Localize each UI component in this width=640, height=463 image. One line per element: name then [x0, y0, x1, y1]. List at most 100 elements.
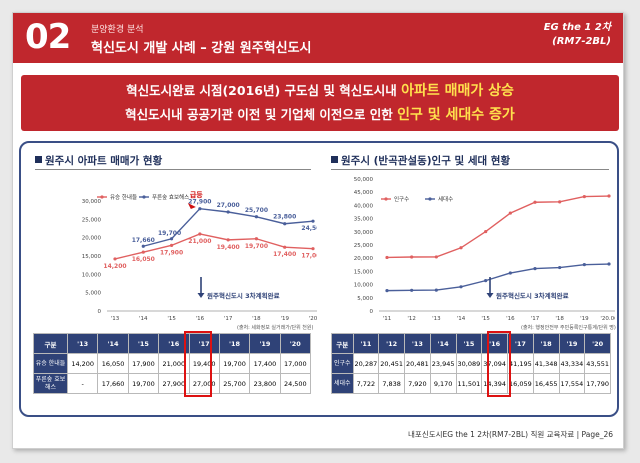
table-cell: 17,790	[584, 373, 611, 394]
section-title: 혁신도시 개발 사례 – 강원 원주혁신도시	[91, 41, 312, 56]
data-label: 16,050	[132, 256, 155, 263]
table-header-row: 구분 '11'12'13'14'15'16'17'18'19'20	[331, 333, 611, 354]
table-header-cell: '18	[532, 333, 560, 354]
y-tick-label: 35,000	[354, 217, 374, 223]
table-cell: 41,195	[507, 353, 534, 374]
table-cell: 43,334	[558, 353, 586, 374]
section-number: 02	[25, 17, 71, 57]
table-header-cell: '15	[455, 333, 483, 354]
table-cell: 20,287	[352, 353, 380, 374]
table-cell: 25,700	[218, 373, 251, 394]
data-label: 23,800	[273, 214, 296, 221]
data-point	[484, 279, 488, 283]
table-corner-cell: 구분	[33, 333, 68, 354]
series-line	[386, 195, 610, 259]
y-tick-label: 30,000	[82, 199, 102, 205]
left-section-title-text: 원주시 아파트 매매가 현황	[45, 155, 163, 167]
data-point	[311, 247, 315, 251]
y-tick-label: 20,000	[82, 236, 102, 242]
data-point	[558, 200, 562, 204]
table-cell: 41,348	[532, 353, 560, 374]
banner-line-2-text: 혁신도시내 공공기관 이전 및 기업체 이전으로 인한	[125, 107, 398, 122]
table-cell: 17,660	[97, 373, 129, 394]
table-row: 인구수 20,287 20,451 20,481 23,945 30,089 37,094 4…	[331, 353, 611, 374]
table-header-cell: '12	[378, 333, 405, 354]
right-source-note: (출처: 행정안전부 주민등록인구통계/단위 명)	[521, 325, 616, 331]
callout-arrow-icon	[197, 293, 205, 298]
table-header-cell: '20	[584, 333, 611, 354]
legend-marker	[142, 195, 146, 199]
table-header-row: 구분 '13'14'15'16'17'18'19'20	[33, 333, 312, 354]
table-header-cell: '13	[404, 333, 431, 354]
data-point	[169, 237, 174, 241]
right-section-title-text: 원주시 (반곡관설동)인구 및 세대 현황	[341, 155, 511, 167]
banner-line-1: 혁신도시완료 시점(2016년) 구도심 및 혁신도시내 아파트 매매가 상승	[21, 79, 619, 103]
bullet-square-icon	[331, 156, 338, 163]
data-point	[385, 289, 389, 293]
table-cell: 17,900	[127, 353, 160, 374]
y-tick-label: 25,000	[354, 243, 374, 249]
data-point	[113, 257, 117, 261]
x-tick-label: '15	[167, 316, 176, 322]
table-row: 세대수 7,722 7,838 7,920 9,170 11,501 14,394 16,05…	[331, 373, 611, 394]
right-section-title: 원주시 (반곡관설동)인구 및 세대 현황	[331, 153, 510, 168]
x-tick-label: '12	[407, 316, 416, 322]
x-tick-label: '16	[196, 316, 205, 322]
table-cell: 7,920	[404, 373, 431, 394]
slide-page: 02 분양환경 분석 혁신도시 개발 사례 – 강원 원주혁신도시 EG the…	[12, 12, 624, 449]
data-label: 24,500	[301, 225, 317, 232]
data-point	[607, 262, 611, 266]
highlight-box-2016-right	[487, 331, 511, 397]
data-point	[459, 285, 463, 289]
legend-marker	[428, 197, 432, 201]
table-header-cell: '14	[97, 333, 129, 354]
table-header-cell: '14	[429, 333, 457, 354]
table-cell: 14,200	[66, 353, 99, 374]
data-label: 27,000	[217, 202, 240, 209]
data-point	[508, 271, 512, 275]
table-cell: 43,551	[584, 353, 611, 374]
banner-line-1-highlight: 아파트 매매가 상승	[401, 83, 514, 99]
data-point	[385, 255, 389, 260]
table-header-cell: '15	[127, 333, 160, 354]
population-table: 구분 '11'12'13'14'15'16'17'18'19'20 인구수 20,28…	[331, 333, 611, 394]
banner-line-2-highlight: 인구 및 세대수 증가	[397, 107, 515, 123]
x-tick-label: '17	[531, 316, 540, 322]
project-code: (RM7-2BL)	[552, 36, 611, 47]
x-tick-label: '17	[224, 316, 233, 322]
highlight-box-2016	[184, 331, 212, 397]
table-cell: 16,059	[507, 373, 534, 394]
table-cell: 19,700	[218, 353, 251, 374]
y-tick-label: 10,000	[82, 272, 102, 278]
y-tick-label: 30,000	[354, 230, 374, 236]
x-tick-label: '14	[139, 316, 148, 322]
x-tick-label: '18	[555, 316, 564, 322]
y-tick-label: 40,000	[354, 203, 374, 209]
data-point	[254, 237, 259, 241]
table-cell: 19,700	[127, 373, 160, 394]
data-label: 25,700	[245, 207, 268, 214]
y-tick-label: 10,000	[354, 283, 374, 289]
x-tick-label: '20	[309, 316, 317, 322]
data-point	[169, 243, 174, 247]
table-header-cell: '13	[66, 333, 99, 354]
table-cell: 11,501	[455, 373, 483, 394]
data-label: 19,400	[217, 244, 240, 251]
table-header-cell: '17	[507, 333, 534, 354]
y-tick-label: 15,000	[82, 254, 102, 260]
table-cell: 17,000	[279, 353, 312, 374]
x-tick-label: '18	[252, 316, 261, 322]
data-point	[607, 194, 611, 198]
footer-text: 내포신도시EG the 1 2차(RM7-2BL) 직원 교육자료 | Page…	[408, 430, 613, 439]
data-point	[459, 246, 463, 250]
series-line	[386, 263, 610, 292]
legend-label: 세대수	[438, 195, 453, 203]
price-table: 구분 '13'14'15'16'17'18'19'20 유승 한내들 14,200 16…	[33, 333, 312, 394]
data-label: 17,660	[132, 237, 155, 244]
y-tick-label: 0	[98, 309, 102, 315]
x-tick-label: '20.06	[600, 316, 615, 322]
left-section-divider	[35, 169, 311, 170]
table-header-cell: '19	[249, 333, 281, 354]
callout-arrow-icon	[486, 293, 494, 298]
table-row: 푸른숲 효보해스 -17,660 19,700 27,900 27,000 25,700 2…	[33, 373, 312, 394]
